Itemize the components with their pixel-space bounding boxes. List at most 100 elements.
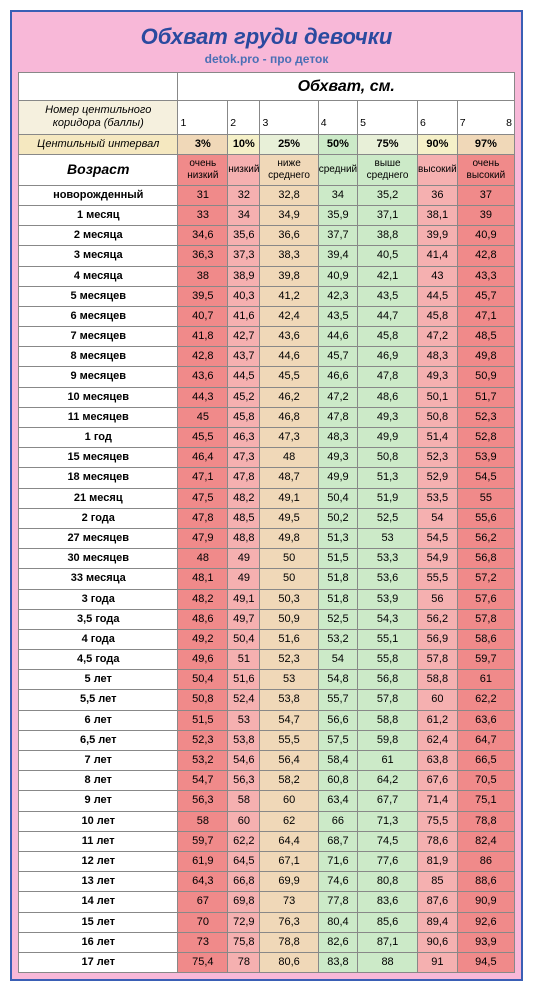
- percentile-cell: 75%: [358, 134, 418, 154]
- value-cell: 58,6: [457, 629, 514, 649]
- category-cell: выше среднего: [358, 154, 418, 185]
- value-cell: 51,8: [318, 569, 357, 589]
- table-row: 33 месяца48,1495051,853,655,557,2: [19, 569, 515, 589]
- value-cell: 38,9: [228, 266, 260, 286]
- value-cell: 40,9: [457, 226, 514, 246]
- value-cell: 47,8: [358, 367, 418, 387]
- value-cell: 80,8: [358, 872, 418, 892]
- value-cell: 43,5: [318, 306, 357, 326]
- value-cell: 45,5: [178, 428, 228, 448]
- age-cell: 18 месяцев: [19, 468, 178, 488]
- value-cell: 47,5: [178, 488, 228, 508]
- value-cell: 56,4: [260, 751, 318, 771]
- value-cell: 45,8: [418, 306, 458, 326]
- age-cell: 10 лет: [19, 811, 178, 831]
- table-row: 5 месяцев39,540,341,242,343,544,545,7: [19, 286, 515, 306]
- age-cell: 4 года: [19, 629, 178, 649]
- value-cell: 53,8: [260, 690, 318, 710]
- value-cell: 56,2: [457, 528, 514, 548]
- value-cell: 48,2: [228, 488, 260, 508]
- value-cell: 48,8: [228, 528, 260, 548]
- table-row: 8 месяцев42,843,744,645,746,948,349,8: [19, 347, 515, 367]
- value-cell: 54,7: [260, 710, 318, 730]
- table-row: 12 лет61,964,567,171,677,681,986: [19, 851, 515, 871]
- value-cell: 71,4: [418, 791, 458, 811]
- value-cell: 54,6: [228, 751, 260, 771]
- table-row: 9 лет56,3586063,467,771,475,1: [19, 791, 515, 811]
- value-cell: 43,6: [260, 327, 318, 347]
- value-cell: 83,6: [358, 892, 418, 912]
- value-cell: 56,3: [178, 791, 228, 811]
- value-cell: 52,3: [418, 448, 458, 468]
- value-cell: 81,9: [418, 851, 458, 871]
- value-cell: 36,6: [260, 226, 318, 246]
- value-cell: 48,5: [228, 508, 260, 528]
- value-cell: 35,2: [358, 185, 418, 205]
- table-row: 18 месяцев47,147,848,749,951,352,954,5: [19, 468, 515, 488]
- value-cell: 55,7: [318, 690, 357, 710]
- value-cell: 49,5: [260, 508, 318, 528]
- value-cell: 55,1: [358, 629, 418, 649]
- value-cell: 71,3: [358, 811, 418, 831]
- value-cell: 37,7: [318, 226, 357, 246]
- value-cell: 45,5: [260, 367, 318, 387]
- value-cell: 94,5: [457, 952, 514, 972]
- age-cell: новорожденный: [19, 185, 178, 205]
- value-cell: 48,3: [418, 347, 458, 367]
- value-cell: 48,3: [318, 428, 357, 448]
- value-cell: 57,6: [457, 589, 514, 609]
- value-cell: 46,9: [358, 347, 418, 367]
- age-cell: 27 месяцев: [19, 528, 178, 548]
- corridor-num: 2: [228, 101, 260, 134]
- value-cell: 38: [178, 266, 228, 286]
- corridor-num: 5: [358, 101, 418, 134]
- value-cell: 41,8: [178, 327, 228, 347]
- age-cell: 6 месяцев: [19, 306, 178, 326]
- category-cell: средний: [318, 154, 357, 185]
- value-cell: 37,3: [228, 246, 260, 266]
- value-cell: 51,3: [358, 468, 418, 488]
- age-cell: 8 лет: [19, 771, 178, 791]
- percentile-cell: 10%: [228, 134, 260, 154]
- value-cell: 51,4: [418, 428, 458, 448]
- value-cell: 31: [178, 185, 228, 205]
- value-cell: 85: [418, 872, 458, 892]
- table-row: 30 месяцев48495051,553,354,956,8: [19, 549, 515, 569]
- table-row: 6 лет51,55354,756,658,861,263,6: [19, 710, 515, 730]
- age-cell: 13 лет: [19, 872, 178, 892]
- age-cell: 16 лет: [19, 932, 178, 952]
- value-cell: 32: [228, 185, 260, 205]
- age-cell: 30 месяцев: [19, 549, 178, 569]
- value-cell: 43,6: [178, 367, 228, 387]
- table-row: 16 лет7375,878,882,687,190,693,9: [19, 932, 515, 952]
- value-cell: 45,7: [318, 347, 357, 367]
- table-row: 5 лет50,451,65354,856,858,861: [19, 670, 515, 690]
- age-cell: 15 месяцев: [19, 448, 178, 468]
- value-cell: 64,5: [228, 851, 260, 871]
- age-cell: 3,5 года: [19, 609, 178, 629]
- value-cell: 93,9: [457, 932, 514, 952]
- interval-label: Центильный интервал: [19, 134, 178, 154]
- value-cell: 53,8: [228, 730, 260, 750]
- value-cell: 85,6: [358, 912, 418, 932]
- age-cell: 2 года: [19, 508, 178, 528]
- table-row: 14 лет6769,87377,883,687,690,9: [19, 892, 515, 912]
- value-cell: 52,3: [457, 407, 514, 427]
- table-row: новорожденный313232,83435,23637: [19, 185, 515, 205]
- value-cell: 49,3: [418, 367, 458, 387]
- value-cell: 51,5: [318, 549, 357, 569]
- corridor-num: 78: [457, 101, 514, 134]
- value-cell: 66,5: [457, 751, 514, 771]
- value-cell: 60: [418, 690, 458, 710]
- value-cell: 72,9: [228, 912, 260, 932]
- value-cell: 49,8: [457, 347, 514, 367]
- table-row: 7 лет53,254,656,458,46163,866,5: [19, 751, 515, 771]
- value-cell: 42,8: [178, 347, 228, 367]
- value-cell: 57,8: [418, 650, 458, 670]
- value-cell: 73: [178, 932, 228, 952]
- category-row: Возраст очень низкийнизкийниже среднегос…: [19, 154, 515, 185]
- value-cell: 37: [457, 185, 514, 205]
- value-cell: 43,5: [358, 286, 418, 306]
- value-cell: 51,3: [318, 528, 357, 548]
- percentile-cell: 3%: [178, 134, 228, 154]
